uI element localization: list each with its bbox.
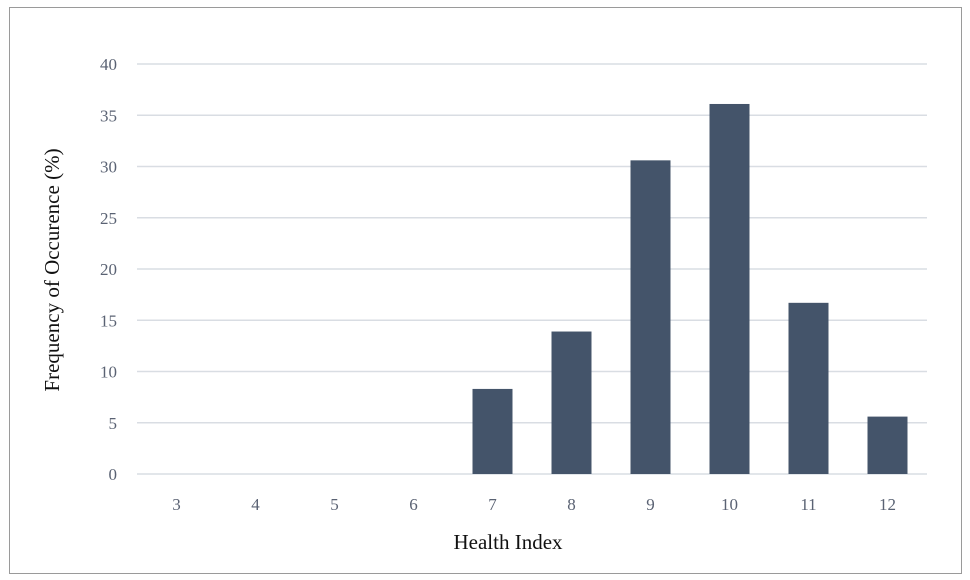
bar — [551, 331, 592, 474]
y-axis-title: Frequency of Occurence (%) — [40, 148, 64, 391]
x-tick-label: 6 — [409, 495, 418, 514]
bar — [788, 302, 829, 474]
x-tick-label: 12 — [879, 495, 896, 514]
x-tick-label: 7 — [488, 495, 497, 514]
y-tick-label: 35 — [100, 106, 117, 125]
x-axis-title: Health Index — [453, 530, 563, 554]
bar — [630, 160, 671, 474]
y-tick-label: 40 — [100, 55, 117, 74]
x-tick-label: 11 — [800, 495, 816, 514]
bar — [472, 388, 513, 474]
x-tick-label: 9 — [646, 495, 655, 514]
y-tick-label: 5 — [109, 414, 118, 433]
bar — [867, 416, 908, 474]
y-tick-label: 0 — [109, 465, 118, 484]
y-tick-label: 10 — [100, 363, 117, 382]
y-tick-label: 30 — [100, 158, 117, 177]
x-tick-label: 4 — [251, 495, 260, 514]
x-tick-label: 8 — [567, 495, 576, 514]
y-tick-label: 25 — [100, 209, 117, 228]
y-tick-label: 15 — [100, 311, 117, 330]
x-tick-label: 10 — [721, 495, 738, 514]
chart-frame — [9, 7, 962, 574]
bar — [709, 103, 750, 474]
x-tick-labels: 3 4 5 6 7 8 9 10 11 12 — [172, 495, 896, 514]
y-tick-labels: 0 5 10 15 20 25 30 35 40 — [100, 55, 117, 484]
x-tick-label: 5 — [330, 495, 339, 514]
y-tick-label: 20 — [100, 260, 117, 279]
x-tick-label: 3 — [172, 495, 181, 514]
bars — [472, 103, 908, 474]
